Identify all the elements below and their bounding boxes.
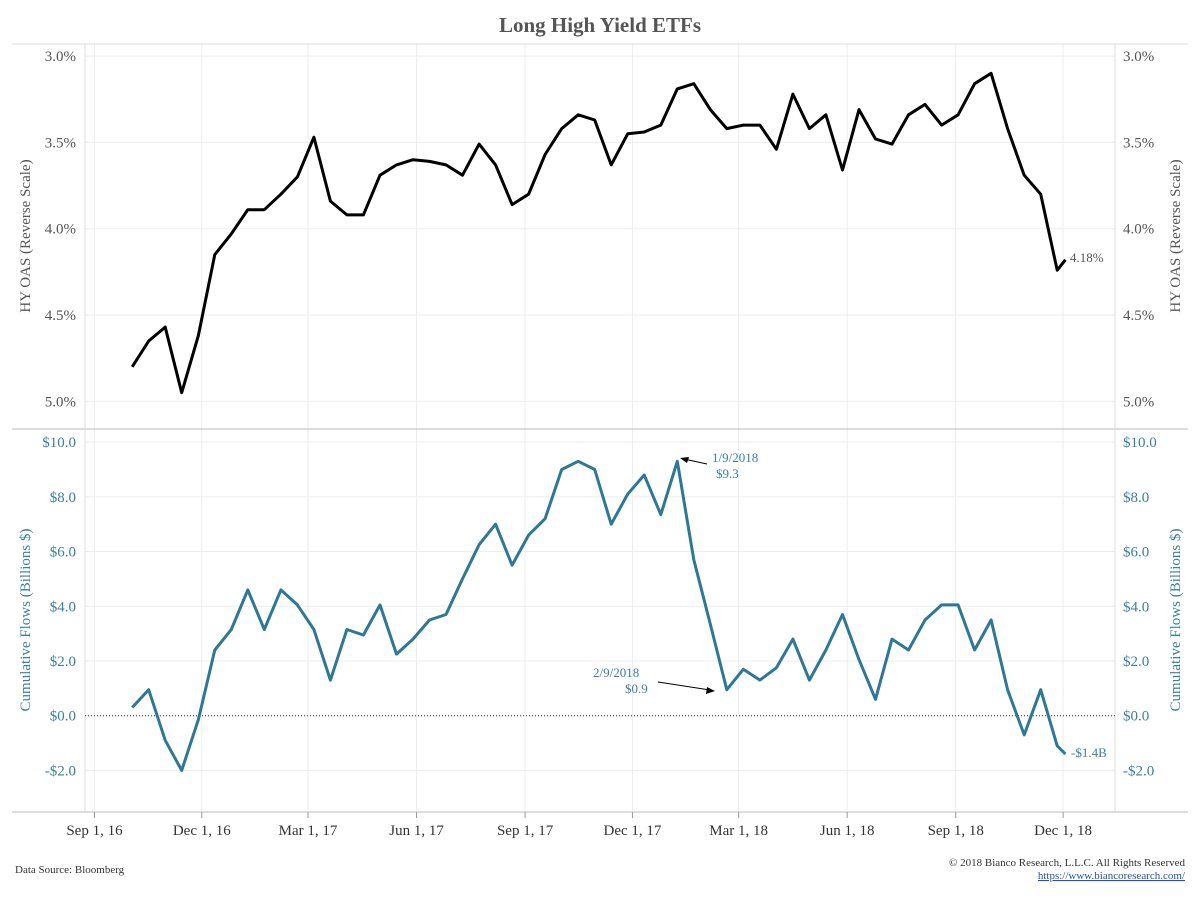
y-tick-label: -$2.0 <box>45 763 76 779</box>
y-tick-label: 4.5% <box>1123 308 1154 324</box>
y-axis-title: Cumulative Flows (Billions $) <box>1168 529 1184 712</box>
y-tick-label: $4.0 <box>50 599 76 615</box>
y-tick-label: $8.0 <box>1123 490 1149 506</box>
y-tick-label: 5.0% <box>1123 394 1154 410</box>
annotation: $9.3 <box>716 466 739 481</box>
arrow <box>657 681 711 691</box>
y-tick-label: $8.0 <box>50 490 76 506</box>
x-tick-label: Dec 1, 18 <box>1034 823 1092 839</box>
y-tick-label: 3.0% <box>45 49 76 65</box>
source: Data Source: Bloomberg <box>15 864 125 876</box>
annotation: 2/9/2018 <box>593 665 639 680</box>
x-tick-label: Dec 1, 16 <box>173 823 231 839</box>
y-tick-label: 4.5% <box>45 308 76 324</box>
annotation: -$1.4B <box>1071 745 1107 760</box>
y-tick-label: $10.0 <box>42 435 76 451</box>
x-tick-label: Sep 1, 17 <box>497 823 554 839</box>
x-tick-label: Dec 1, 17 <box>603 823 661 839</box>
x-tick-label: Sep 1, 16 <box>66 823 123 839</box>
y-axis-title: HY OAS (Reverse Scale) <box>18 159 34 312</box>
y-tick-label: 3.0% <box>1123 49 1154 65</box>
chart-title: Long High Yield ETFs <box>499 13 701 37</box>
y-axis-title: Cumulative Flows (Billions $) <box>18 529 34 712</box>
annotation: 4.18% <box>1070 250 1104 265</box>
y-tick-label: -$2.0 <box>1123 763 1154 779</box>
x-tick-label: Mar 1, 18 <box>709 823 768 839</box>
y-tick-label: $0.0 <box>50 709 76 725</box>
y-tick-label: $4.0 <box>1123 599 1149 615</box>
line <box>131 459 1067 772</box>
y-tick-label: 5.0% <box>45 394 76 410</box>
y-tick-label: 3.5% <box>45 135 76 151</box>
arrowhead <box>680 457 689 463</box>
y-axis-title: HY OAS (Reverse Scale) <box>1168 159 1184 312</box>
y-tick-label: $2.0 <box>1123 654 1149 670</box>
y-tick-label: 4.0% <box>1123 222 1154 238</box>
y-tick-label: 4.0% <box>45 222 76 238</box>
x-tick-label: Jun 1, 17 <box>389 823 444 839</box>
url[interactable]: https://www.biancoresearch.com/ <box>1038 870 1186 882</box>
x-tick-label: Sep 1, 18 <box>928 823 984 839</box>
y-tick-label: $10.0 <box>1123 435 1157 451</box>
y-tick-label: 3.5% <box>1123 135 1154 151</box>
y-tick-label: $2.0 <box>50 654 76 670</box>
y-tick-label: $6.0 <box>1123 545 1149 561</box>
y-tick-label: $0.0 <box>1123 709 1149 725</box>
y-tick-label: $6.0 <box>50 545 76 561</box>
copyright: © 2018 Bianco Research, L.L.C. All Right… <box>949 857 1185 869</box>
x-tick-label: Jun 1, 18 <box>820 823 875 839</box>
arrowhead <box>706 687 715 694</box>
x-tick-label: Mar 1, 17 <box>279 823 338 839</box>
annotation: $0.9 <box>625 681 648 696</box>
line <box>130 71 1067 395</box>
annotation: 1/9/2018 <box>712 450 758 465</box>
